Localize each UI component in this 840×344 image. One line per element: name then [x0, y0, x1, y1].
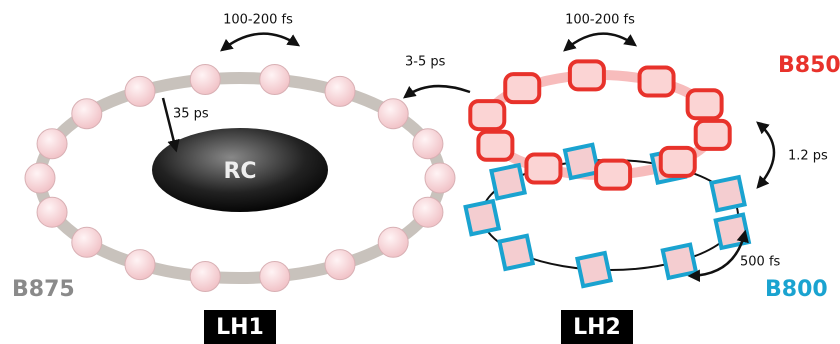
b850-pigment — [661, 148, 695, 176]
b875-pigment — [190, 65, 220, 95]
b800-b850-label: 1.2 ps — [788, 149, 828, 164]
b850-pigment — [505, 74, 539, 102]
b875-pigment — [378, 99, 408, 129]
b800-pigment — [466, 201, 499, 234]
b850-pigment — [696, 121, 730, 149]
rc-label: RC — [223, 159, 256, 184]
b875-pigment — [190, 261, 220, 291]
b875-pigment — [37, 197, 67, 227]
b800-pigment — [716, 215, 749, 248]
b875-pigment — [413, 197, 443, 227]
b875-pigment — [325, 76, 355, 106]
b850-pigment — [688, 90, 722, 118]
lh2-lh1-arrow — [405, 86, 470, 97]
b875-pigment — [125, 250, 155, 280]
lh2-hop-arrow — [565, 34, 635, 50]
b850-pigment — [526, 155, 560, 183]
b800-pigment — [565, 145, 598, 178]
lh1-hop-arrow — [222, 34, 298, 50]
b875-pigment — [413, 129, 443, 159]
lh2-title: LH2 — [573, 315, 621, 340]
b850-pigment — [570, 61, 604, 89]
b875-pigment — [25, 163, 55, 193]
b875-pigment — [72, 227, 102, 257]
diagram: RC 100-200 fs 35 ps 3-5 ps 100-200 fs 1.… — [0, 0, 840, 344]
b875-pigment — [37, 129, 67, 159]
b875-pigment — [260, 261, 290, 291]
b800-pigment — [499, 236, 532, 269]
lh1-hop-label: 100-200 fs — [223, 13, 293, 28]
b800-label: B800 — [765, 277, 828, 302]
rc-transfer-label: 35 ps — [173, 107, 209, 122]
b800-b850-arrow — [758, 123, 774, 187]
lh1-title: LH1 — [216, 315, 264, 340]
page: RC 100-200 fs 35 ps 3-5 ps 100-200 fs 1.… — [0, 0, 840, 344]
b800-hop-label: 500 fs — [740, 255, 781, 270]
b850-pigment — [640, 67, 674, 95]
b875-pigment — [72, 99, 102, 129]
b875-pigment — [378, 227, 408, 257]
b800-pigment — [663, 245, 696, 278]
b850-pigment — [478, 132, 512, 160]
lh1-complex: RC — [25, 65, 455, 292]
lh2-lh1-label: 3-5 ps — [405, 55, 446, 70]
lh2-complex — [466, 61, 749, 286]
lh2-hop-label: 100-200 fs — [565, 13, 635, 28]
b850-pigment — [596, 161, 630, 189]
b800-pigment — [711, 177, 744, 210]
b875-pigment — [425, 163, 455, 193]
b875-label: B875 — [12, 277, 75, 302]
b850-pigment — [470, 101, 504, 129]
b875-pigment — [325, 250, 355, 280]
b875-pigment — [125, 76, 155, 106]
b800-pigment — [491, 165, 524, 198]
b850-label: B850 — [778, 53, 840, 78]
b875-pigment — [260, 65, 290, 95]
b800-pigment — [577, 253, 610, 286]
